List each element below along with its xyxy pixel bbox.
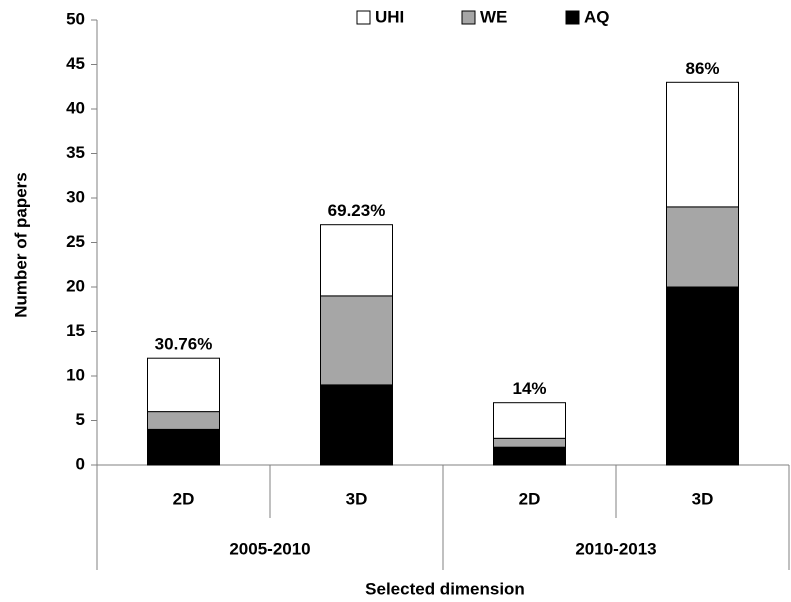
bar-label: 69.23%	[328, 201, 386, 220]
bar-segment	[666, 81, 739, 208]
y-tick-label: 20	[66, 276, 85, 295]
y-tick-label: 50	[66, 9, 85, 28]
y-tick-label: 40	[66, 98, 85, 117]
y-tick-label: 45	[66, 54, 85, 73]
legend-label: WE	[480, 7, 507, 26]
legend-swatch	[356, 10, 371, 25]
bar-segment	[320, 295, 393, 386]
bar-segment	[493, 446, 566, 466]
group-label: 2005-2010	[229, 539, 310, 558]
y-tick-label: 15	[66, 321, 85, 340]
legend-swatch	[565, 10, 580, 25]
bar-segment	[666, 286, 739, 466]
y-axis-title: Number of papers	[11, 172, 30, 317]
x-axis-title: Selected dimension	[365, 579, 525, 598]
x-tick-label: 3D	[692, 489, 714, 508]
bar-segment	[147, 411, 220, 430]
legend-swatch	[461, 10, 476, 25]
y-tick-label: 10	[66, 365, 85, 384]
bar-segment	[320, 224, 393, 297]
x-tick-label: 2D	[519, 489, 541, 508]
bar-label: 86%	[685, 59, 719, 78]
bar-label: 30.76%	[155, 335, 213, 354]
bar-segment	[320, 384, 393, 466]
bar-segment	[666, 206, 739, 288]
bar-label: 14%	[512, 379, 546, 398]
bar-segment	[493, 402, 566, 439]
y-tick-label: 5	[76, 410, 85, 429]
y-tick-label: 0	[76, 454, 85, 473]
y-tick-label: 35	[66, 143, 85, 162]
bar-segment	[147, 357, 220, 413]
group-label: 2010-2013	[575, 539, 656, 558]
legend-label: UHI	[375, 7, 404, 26]
legend-label: AQ	[584, 7, 610, 26]
y-tick-label: 30	[66, 187, 85, 206]
bar-segment	[147, 428, 220, 466]
y-tick-label: 25	[66, 232, 85, 251]
x-tick-label: 2D	[173, 489, 195, 508]
bar-segment	[493, 437, 566, 448]
x-tick-label: 3D	[346, 489, 368, 508]
